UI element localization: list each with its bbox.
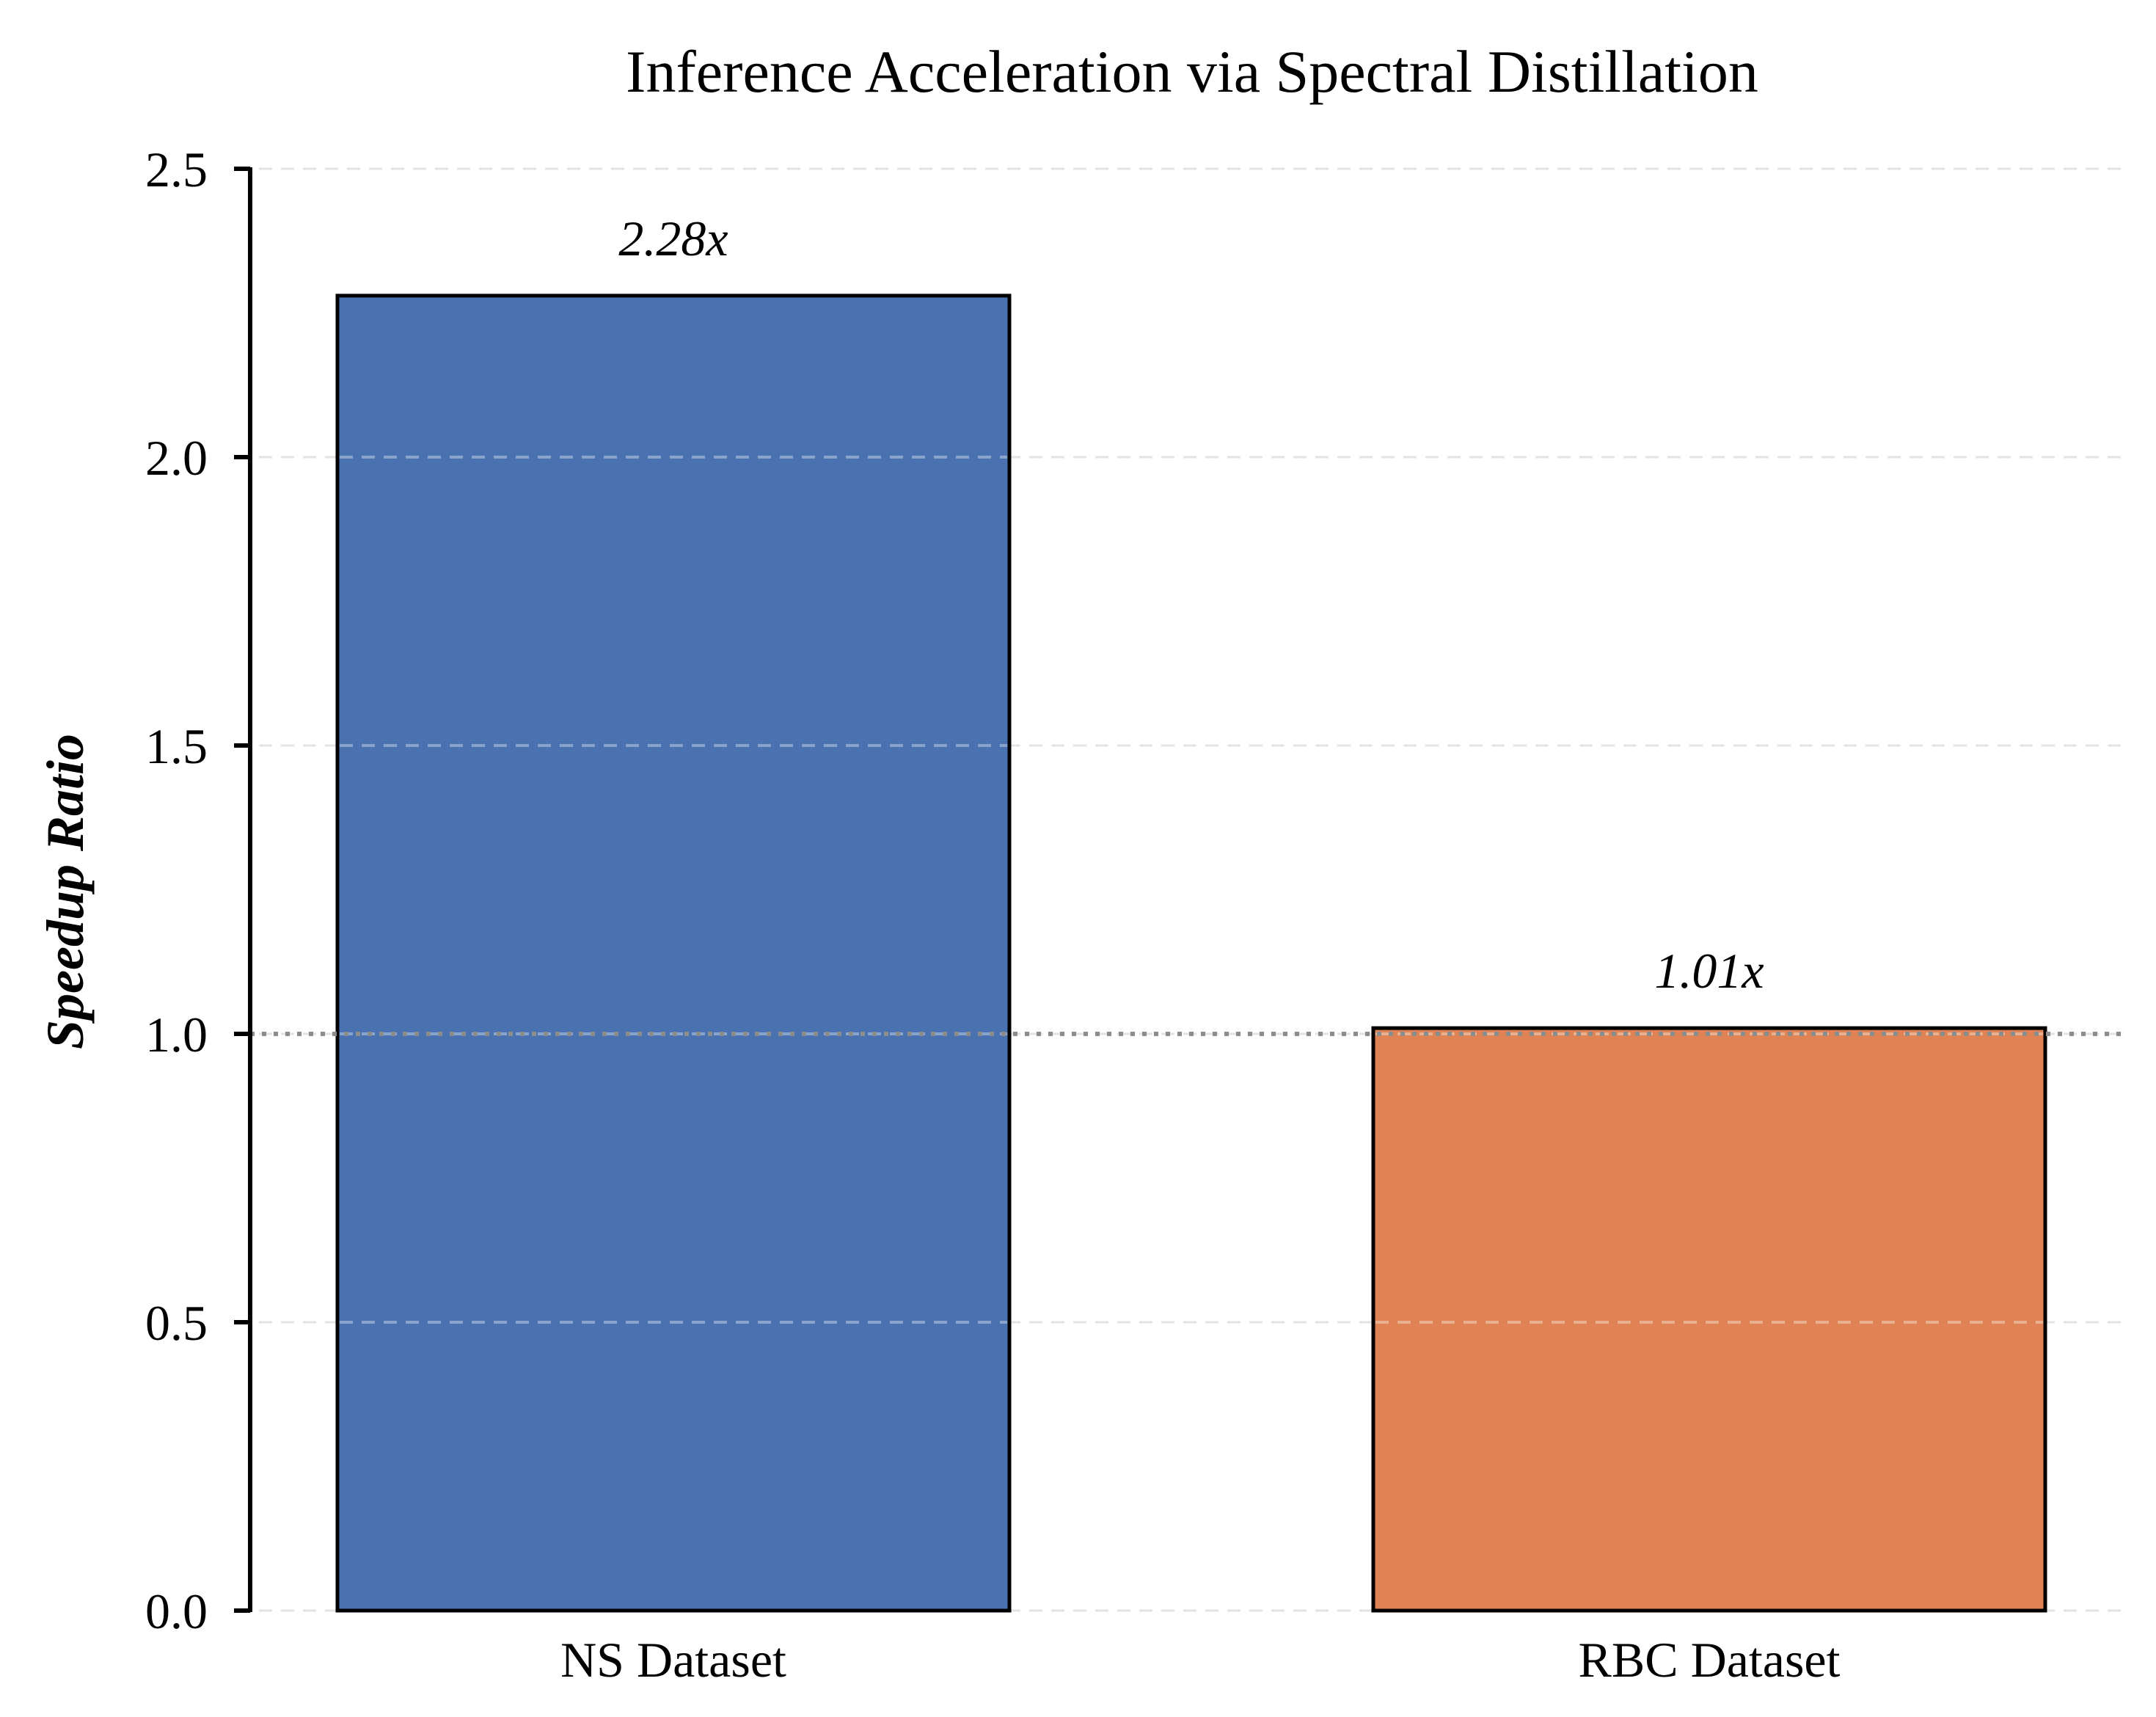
data-label-0: 2.28x	[618, 211, 728, 266]
y-tick-label-5: 2.5	[145, 142, 208, 197]
y-tick-label-2: 1.0	[145, 1007, 208, 1062]
data-label-1: 1.01x	[1654, 943, 1764, 999]
x-tick-label-1: RBC Dataset	[1579, 1632, 1841, 1688]
y-axis: 0.0 0.5 1.0 1.5 2.0 2.5	[145, 142, 252, 1639]
y-tick-label-0: 0.0	[145, 1583, 208, 1639]
x-axis-tick-labels: NS Dataset RBC Dataset	[560, 1632, 1841, 1688]
y-tick-label-3: 1.5	[145, 718, 208, 774]
y-tick-label-1: 0.5	[145, 1295, 208, 1351]
bars	[335, 294, 2047, 1613]
y-axis-label: Speedup Ratio	[36, 734, 95, 1049]
x-tick-label-0: NS Dataset	[560, 1632, 786, 1688]
y-tick-label-4: 2.0	[145, 430, 208, 486]
chart-title: Inference Acceleration via Spectral Dist…	[626, 38, 1758, 105]
bar-ns-dataset	[335, 294, 1012, 1613]
bar-rbc-dataset	[1371, 1026, 2047, 1613]
data-labels: 2.28x 1.01x	[618, 211, 1764, 999]
